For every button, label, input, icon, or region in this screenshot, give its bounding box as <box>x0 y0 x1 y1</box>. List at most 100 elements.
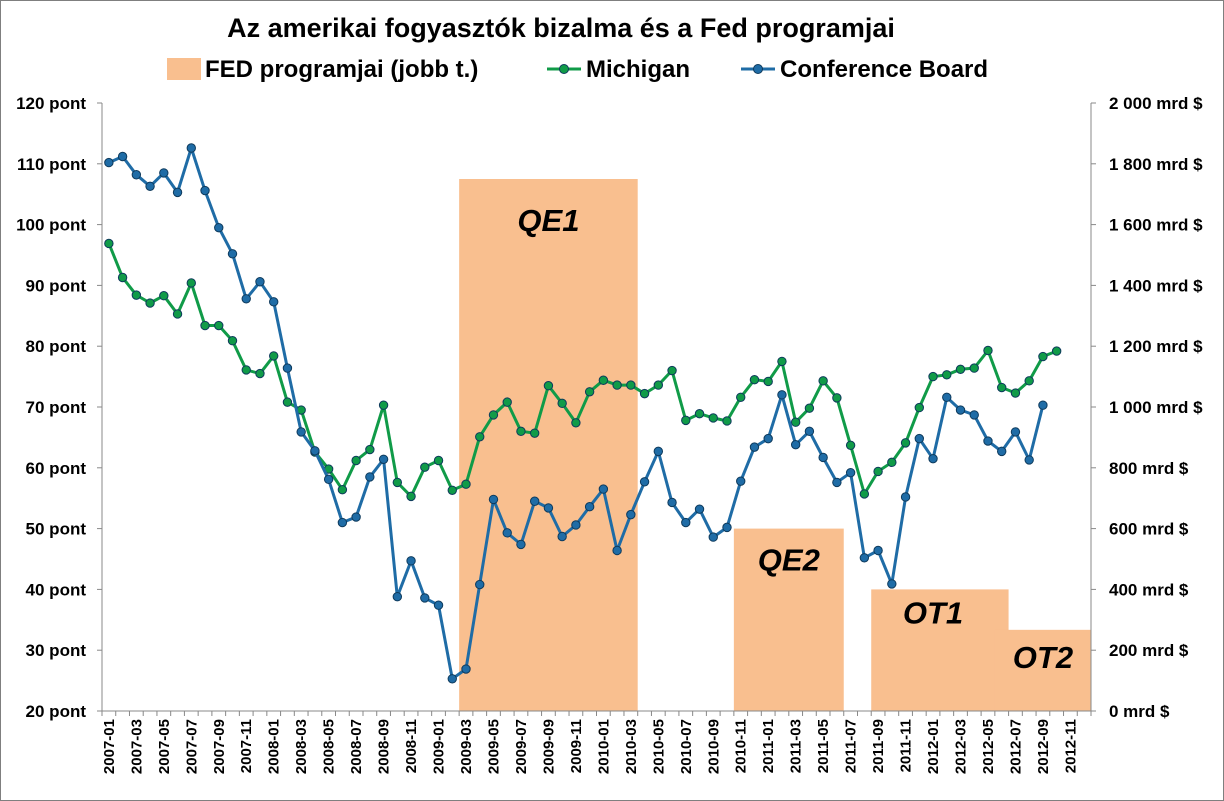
data-point-conference-board <box>708 532 718 542</box>
data-point-michigan <box>571 418 581 428</box>
y-right-tick-label: 1 200 mrd $ <box>1109 337 1203 356</box>
y-right-tick-label: 2 000 mrd $ <box>1109 94 1203 113</box>
legend-label-fed: FED programjai (jobb t.) <box>205 56 478 83</box>
data-point-michigan <box>104 238 114 249</box>
data-point-michigan <box>447 485 457 495</box>
x-tick-label: 2008-09 <box>376 719 393 774</box>
data-point-conference-board <box>420 593 430 603</box>
data-point-conference-board <box>969 410 979 420</box>
legend-item-fed: FED programjai (jobb t.) <box>167 56 478 83</box>
data-point-conference-board <box>887 579 897 589</box>
data-point-michigan <box>818 376 828 386</box>
data-point-conference-board <box>529 496 540 506</box>
data-point-michigan <box>214 320 224 331</box>
x-tick-label: 2010-03 <box>623 719 640 774</box>
series-line-michigan <box>107 242 1058 498</box>
data-point-conference-board <box>914 433 924 444</box>
x-tick-label: 2010-09 <box>705 719 722 774</box>
x-tick-label: 2007-11 <box>238 719 255 773</box>
data-point-conference-board <box>255 277 265 287</box>
program-bar-qe2 <box>733 528 844 711</box>
data-point-conference-board <box>323 474 334 485</box>
data-point-conference-board <box>873 545 883 556</box>
data-point-michigan <box>694 408 705 419</box>
data-point-conference-board <box>639 477 650 487</box>
x-tick-label: 2011-03 <box>788 719 805 773</box>
data-point-conference-board <box>694 504 705 514</box>
data-point-conference-board <box>584 502 595 512</box>
data-point-conference-board <box>777 390 787 400</box>
data-point-michigan <box>392 477 403 488</box>
data-point-michigan <box>227 336 238 346</box>
data-point-conference-board <box>241 294 251 304</box>
plot-area: QE1 QE2 OT1 OT2 20 pont 30 pont 40 pont 50 pont… <box>16 94 1203 774</box>
data-point-conference-board <box>859 553 870 563</box>
data-point-conference-board <box>502 528 512 538</box>
data-point-conference-board <box>461 664 471 674</box>
data-point-michigan <box>186 278 196 288</box>
x-tick-label: 2009-03 <box>458 719 475 774</box>
data-point-michigan <box>529 428 540 438</box>
x-tick-label: 2010-11 <box>733 719 750 773</box>
data-point-michigan <box>131 290 142 300</box>
data-point-michigan <box>790 417 801 427</box>
data-point-michigan <box>282 397 293 407</box>
data-point-michigan <box>172 309 183 319</box>
x-tick-label: 2009-09 <box>540 719 557 774</box>
data-point-conference-board <box>790 439 801 450</box>
x-tick-label: 2012-05 <box>980 719 997 774</box>
data-point-conference-board <box>131 170 142 180</box>
y-left-tick-label: 40 pont <box>26 580 87 599</box>
data-point-michigan <box>928 371 938 382</box>
y-left-tick-label: 80 pont <box>26 337 87 356</box>
data-point-conference-board <box>447 674 457 684</box>
data-point-michigan <box>804 403 815 413</box>
data-point-michigan <box>763 376 773 387</box>
data-point-conference-board <box>117 151 128 162</box>
data-point-michigan <box>584 387 595 397</box>
data-point-conference-board <box>557 531 567 542</box>
x-tick-label: 2008-01 <box>266 719 283 774</box>
data-point-michigan <box>900 438 911 448</box>
x-tick-label: 2010-07 <box>678 719 695 774</box>
data-point-conference-board <box>612 545 622 556</box>
data-point-michigan <box>145 298 155 308</box>
x-tick-label: 2012-07 <box>1007 719 1024 774</box>
data-point-michigan <box>269 351 279 361</box>
data-point-michigan <box>1010 388 1021 398</box>
data-point-michigan <box>488 410 499 420</box>
x-tick-label: 2011-07 <box>843 719 860 773</box>
data-point-michigan <box>832 393 842 403</box>
y-left-tick-label: 120 pont <box>16 94 86 113</box>
data-point-michigan <box>378 400 389 410</box>
data-point-conference-board <box>749 442 760 452</box>
x-tick-label: 2007-01 <box>101 719 118 774</box>
y-left-tick-label: 100 pont <box>16 216 86 235</box>
data-point-michigan <box>351 455 361 466</box>
chart-title: Az amerikai fogyasztók bizalma és a Fed … <box>227 13 895 43</box>
data-point-conference-board <box>337 517 348 528</box>
data-point-conference-board <box>516 539 526 550</box>
data-point-conference-board <box>1038 400 1048 410</box>
data-point-conference-board <box>351 512 361 522</box>
data-point-michigan <box>749 374 760 385</box>
data-point-michigan <box>955 364 966 375</box>
data-point-michigan <box>543 381 554 391</box>
legend-swatch-fed <box>167 58 201 80</box>
x-tick-label: 2012-11 <box>1062 719 1079 773</box>
data-point-michigan <box>708 413 718 423</box>
legend-marker-michigan <box>559 64 569 74</box>
x-tick-label: 2007-07 <box>183 719 200 774</box>
legend-item-michigan: Michigan <box>547 56 690 83</box>
data-point-michigan <box>557 398 567 409</box>
x-tick-label: 2011-01 <box>760 719 777 773</box>
x-tick-label: 2010-01 <box>595 719 612 774</box>
data-point-conference-board <box>214 222 224 233</box>
data-point-conference-board <box>900 492 911 502</box>
data-point-conference-board <box>818 452 828 463</box>
program-label-qe2: QE2 <box>758 543 820 578</box>
x-tick-label: 2008-05 <box>321 719 338 774</box>
data-point-michigan <box>859 489 870 499</box>
